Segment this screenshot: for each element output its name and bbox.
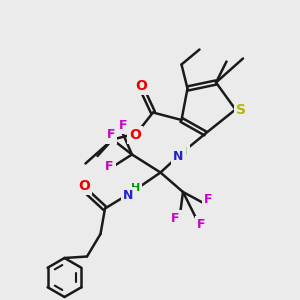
Text: F: F (204, 193, 213, 206)
Text: O: O (129, 128, 141, 142)
Text: O: O (135, 80, 147, 93)
Text: F: F (105, 160, 114, 173)
Text: S: S (236, 103, 246, 116)
Text: F: F (171, 212, 180, 226)
Text: N: N (123, 189, 134, 202)
Text: F: F (197, 218, 205, 232)
Text: N: N (173, 149, 184, 163)
Text: F: F (119, 118, 127, 132)
Text: H: H (131, 183, 140, 194)
Text: O: O (78, 179, 90, 193)
Text: H: H (178, 146, 188, 157)
Text: F: F (107, 128, 115, 142)
